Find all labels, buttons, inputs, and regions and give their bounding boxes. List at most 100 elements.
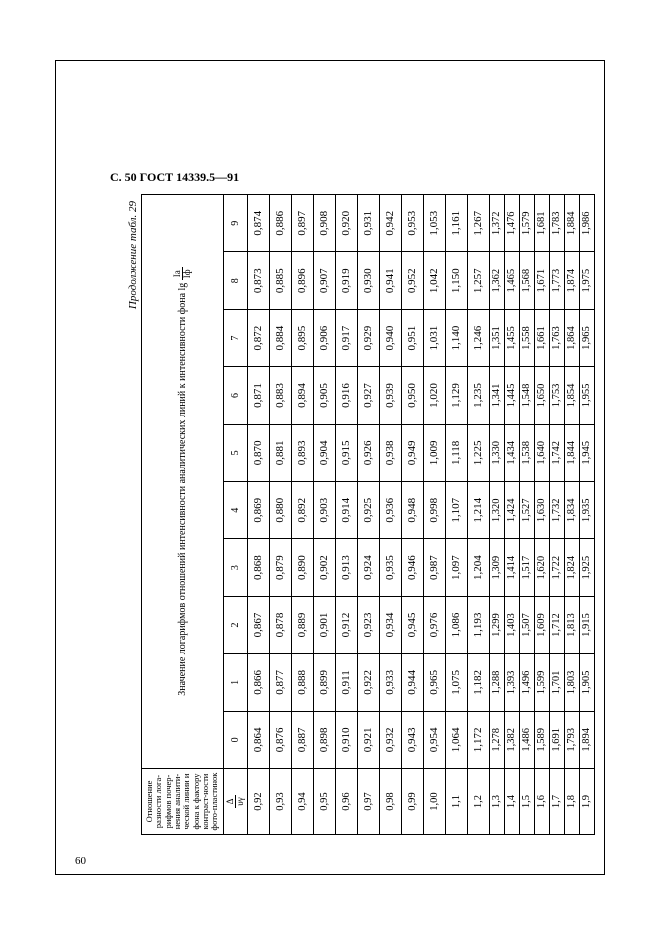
cell: 1,905 <box>579 654 594 711</box>
cell: 1,599 <box>534 654 549 711</box>
cell: 1,362 <box>489 252 504 309</box>
col-2: 2 <box>223 596 247 653</box>
cell: 1,403 <box>504 596 519 653</box>
cell: 1,661 <box>534 309 549 366</box>
cell: 1,884 <box>564 195 579 252</box>
cell: 1,558 <box>519 309 534 366</box>
frac-den: Iф <box>183 267 192 280</box>
cell: 0,987 <box>423 539 445 596</box>
cell: 1,945 <box>579 424 594 481</box>
cell: 0,889 <box>291 596 313 653</box>
cell: 0,924 <box>357 539 379 596</box>
cell: 1,455 <box>504 309 519 366</box>
cell: 1,527 <box>519 482 534 539</box>
cell: 0,902 <box>313 539 335 596</box>
cell: 1,320 <box>489 482 504 539</box>
cell: 1,150 <box>445 252 467 309</box>
cell: 1,246 <box>467 309 489 366</box>
row-header-frac: Δ υγ <box>223 769 247 835</box>
cell: 0,906 <box>313 309 335 366</box>
cell: 0,939 <box>379 367 401 424</box>
cell: 0,948 <box>401 482 423 539</box>
cell: 0,884 <box>269 309 291 366</box>
cell: 0,935 <box>379 539 401 596</box>
row-label: 0,94 <box>291 769 313 835</box>
col-1: 1 <box>223 654 247 711</box>
cell: 0,919 <box>335 252 357 309</box>
cell: 1,783 <box>549 195 564 252</box>
cell: 1,874 <box>564 252 579 309</box>
table-row: 1,11,0641,0751,0861,0971,1071,1181,1291,… <box>445 195 467 835</box>
cell: 1,372 <box>489 195 504 252</box>
cell: 1,042 <box>423 252 445 309</box>
row-label: 1,4 <box>504 769 519 835</box>
cell: 0,871 <box>247 367 269 424</box>
cell: 1,701 <box>549 654 564 711</box>
cell: 1,935 <box>579 482 594 539</box>
cell: 0,897 <box>291 195 313 252</box>
cell: 0,903 <box>313 482 335 539</box>
cell: 0,933 <box>379 654 401 711</box>
cell: 0,874 <box>247 195 269 252</box>
row-label: 0,98 <box>379 769 401 835</box>
row-label: 0,97 <box>357 769 379 835</box>
cell: 0,905 <box>313 367 335 424</box>
cell: 1,975 <box>579 252 594 309</box>
table-row: 0,930,8760,8770,8780,8790,8800,8810,8830… <box>269 195 291 835</box>
cell: 1,299 <box>489 596 504 653</box>
table-body: 0,920,8640,8660,8670,8680,8690,8700,8710… <box>247 195 594 835</box>
cell: 0,881 <box>269 424 291 481</box>
table-row: 0,990,9430,9440,9450,9460,9480,9490,9500… <box>401 195 423 835</box>
col-4: 4 <box>223 482 247 539</box>
cell: 0,907 <box>313 252 335 309</box>
cell: 1,393 <box>504 654 519 711</box>
cell: 1,742 <box>549 424 564 481</box>
table-row: 1,51,4861,4961,5071,5171,5271,5381,5481,… <box>519 195 534 835</box>
rh-frac-den: υγ <box>236 795 245 807</box>
col-6: 6 <box>223 367 247 424</box>
cell: 0,942 <box>379 195 401 252</box>
cell: 1,009 <box>423 424 445 481</box>
cell: 0,867 <box>247 596 269 653</box>
cell: 0,877 <box>269 654 291 711</box>
table-row: 0,920,8640,8660,8670,8680,8690,8700,8710… <box>247 195 269 835</box>
cell: 0,887 <box>291 711 313 768</box>
cell: 1,507 <box>519 596 534 653</box>
row-label: 1,2 <box>467 769 489 835</box>
cell: 0,879 <box>269 539 291 596</box>
cell: 1,496 <box>519 654 534 711</box>
cell: 1,965 <box>579 309 594 366</box>
cell: 0,869 <box>247 482 269 539</box>
cell: 1,864 <box>564 309 579 366</box>
cell: 0,911 <box>335 654 357 711</box>
cell: 0,908 <box>313 195 335 252</box>
cell: 1,476 <box>504 195 519 252</box>
cell: 1,214 <box>467 482 489 539</box>
cell: 0,923 <box>357 596 379 653</box>
cell: 0,910 <box>335 711 357 768</box>
cell: 1,129 <box>445 367 467 424</box>
cell: 1,434 <box>504 424 519 481</box>
row-label: 1,00 <box>423 769 445 835</box>
cell: 0,868 <box>247 539 269 596</box>
cell: 0,866 <box>247 654 269 711</box>
cell: 0,888 <box>291 654 313 711</box>
cell: 0,904 <box>313 424 335 481</box>
cell: 1,445 <box>504 367 519 424</box>
data-table: Отношение разности лога-рифмов почер-нен… <box>141 194 595 835</box>
cell: 0,945 <box>401 596 423 653</box>
row-label: 0,93 <box>269 769 291 835</box>
cell: 1,753 <box>549 367 564 424</box>
col-9: 9 <box>223 195 247 252</box>
cell: 0,896 <box>291 252 313 309</box>
group-header-prefix: Значение логарифмов отношений интенсивно… <box>177 283 188 696</box>
cell: 1,225 <box>467 424 489 481</box>
row-label: 1,9 <box>579 769 594 835</box>
row-label: 1,8 <box>564 769 579 835</box>
cell: 1,309 <box>489 539 504 596</box>
cell: 1,925 <box>579 539 594 596</box>
row-label: 0,96 <box>335 769 357 835</box>
cell: 0,894 <box>291 367 313 424</box>
cell: 1,465 <box>504 252 519 309</box>
cell: 0,920 <box>335 195 357 252</box>
